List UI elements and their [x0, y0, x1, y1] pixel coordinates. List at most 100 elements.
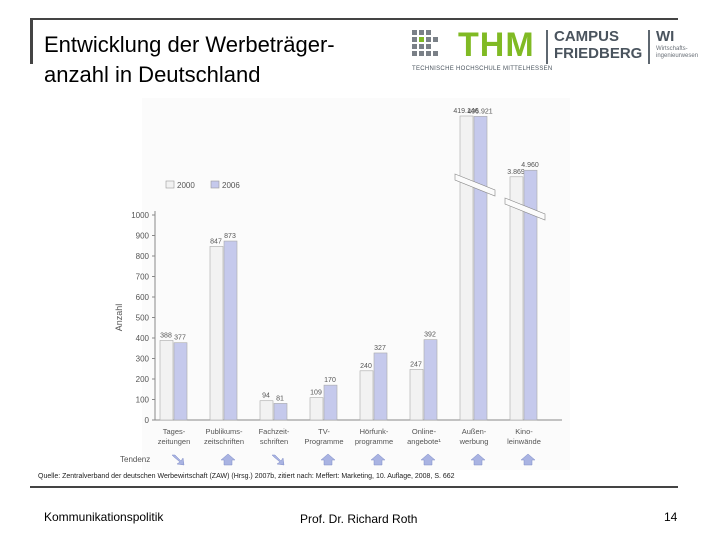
y-tick-label: 800: [136, 252, 150, 261]
legend-label: 2000: [177, 181, 195, 190]
y-tick-label: 1000: [131, 211, 149, 220]
category-label: leinwände: [507, 437, 541, 446]
bar-value-label: 247: [410, 361, 422, 368]
bar-chart-svg: 0 100 200 300 400 500 600 700 800 900 1000 Anzahl 20…: [114, 98, 570, 470]
category-label: Fachzeit-: [259, 427, 290, 436]
bar-value-label: 388: [160, 332, 172, 339]
bar-value-label: 94: [262, 393, 270, 400]
category-label: Außen-: [462, 427, 487, 436]
logo-department-sub: Wirtschafts- ingenieurwesen: [656, 46, 698, 60]
logo-divider-2: [648, 30, 650, 64]
category-label: Online-: [412, 427, 437, 436]
trend-up-arrow-icon: [220, 453, 236, 466]
logo-campus: CAMPUS FRIEDBERG: [554, 28, 642, 62]
logo-campus-line1: CAMPUS: [554, 28, 620, 45]
legend-swatch: [210, 180, 220, 189]
bar-value-label: 170: [324, 377, 336, 384]
slide-title-line1: Entwicklung der Werbeträger-: [44, 32, 335, 57]
bar-2000: [159, 340, 174, 421]
y-tick-label: 400: [136, 334, 150, 343]
bar-2000: [209, 246, 224, 421]
bar-2006: [223, 240, 238, 421]
chart-background: [142, 98, 570, 470]
trend-up-arrow-icon: [420, 453, 436, 466]
logo-department: WI: [656, 28, 675, 45]
bar-value-label: 3.869: [507, 169, 525, 176]
bar-2006: [323, 384, 338, 421]
category-label: programme: [355, 437, 393, 446]
title-bracket-horizontal: [30, 18, 678, 20]
logo-campus-line2: FRIEDBERG: [554, 45, 643, 62]
source-note: Quelle: Zentralverband der deutschen Wer…: [38, 473, 455, 480]
bar-value-label: 419.146: [453, 108, 478, 115]
trend-up-arrow-icon: [470, 453, 486, 466]
axis-break-mark: [504, 197, 546, 221]
category-label: zeitschriften: [204, 437, 244, 446]
bar-value-label: 240: [360, 363, 372, 370]
bar-2006: [523, 169, 538, 421]
university-logo: THM CAMPUS FRIEDBERG WI Wirtschafts- ing…: [412, 26, 698, 78]
category-label: angebote¹: [407, 437, 441, 446]
bar-value-label: 377: [174, 335, 186, 342]
bar-2006: [423, 339, 438, 421]
trend-up-arrow-icon: [370, 453, 386, 466]
y-tick-label: 0: [145, 416, 150, 425]
bar-2006: [473, 115, 488, 421]
trend-up-arrow-icon: [520, 453, 536, 466]
trend-down-arrow-icon: [171, 454, 185, 466]
logo-dot-grid-icon: [412, 30, 440, 62]
logo-department-sub-line1: Wirtschafts-: [656, 46, 688, 52]
bar-value-label: 327: [374, 345, 386, 352]
bar-2006: [373, 352, 388, 421]
title-bracket-vertical: [30, 18, 33, 64]
bar-value-label: 109: [310, 390, 322, 397]
bar-value-label: 4.960: [521, 162, 539, 169]
bar-value-label: 873: [224, 233, 236, 240]
trend-down-arrow-icon: [271, 454, 285, 466]
footer-author: Prof. Dr. Richard Roth: [300, 512, 418, 526]
page-number: 14: [664, 510, 678, 524]
slide-title: Entwicklung der Werbeträger- anzahl in D…: [44, 30, 335, 90]
bar-2000: [309, 397, 324, 421]
y-axis-label: Anzahl: [114, 304, 124, 332]
y-tick-label: 600: [136, 293, 150, 302]
legend-label: 2006: [222, 181, 240, 190]
bar-value-label: 392: [424, 332, 436, 339]
trend-up-arrow-icon: [320, 453, 336, 466]
logo-department-sub-line2: ingenieurwesen: [656, 53, 699, 59]
category-label: zeitungen: [158, 437, 191, 446]
slide-title-line2: anzahl in Deutschland: [44, 62, 261, 87]
category-label: Hörfunk-: [360, 427, 389, 436]
bar-value-label: 81: [276, 395, 284, 402]
bar-2006: [173, 342, 188, 421]
bar-value-label: 406.921: [467, 108, 492, 115]
y-tick-label: 900: [136, 232, 150, 241]
category-label: Kino-: [515, 427, 533, 436]
bar-2000: [509, 176, 524, 421]
bar-chart: 0 100 200 300 400 500 600 700 800 900 1000 Anzahl 20…: [100, 98, 570, 470]
bar-value-label: 847: [210, 238, 222, 245]
logo-university-name: TECHNISCHE HOCHSCHULE MITTELHESSEN: [412, 66, 553, 72]
axis-break-mark: [454, 173, 496, 197]
bar-2000: [409, 369, 424, 421]
category-label: werbung: [459, 437, 489, 446]
legend-swatch: [165, 180, 175, 189]
category-label: TV-: [318, 427, 330, 436]
logo-brand: THM: [458, 26, 535, 64]
y-tick-label: 700: [136, 273, 150, 282]
logo-divider: [546, 30, 548, 64]
trend-label: Tendenz: [120, 455, 150, 464]
category-label: schriften: [260, 437, 288, 446]
bar-2000: [259, 400, 274, 421]
bar-2000: [359, 370, 374, 421]
y-tick-label: 100: [136, 396, 150, 405]
bar-2006: [273, 403, 288, 421]
footer-rule: [30, 486, 678, 488]
footer-course: Kommunikationspolitik: [44, 510, 164, 524]
category-label: Programme: [304, 437, 343, 446]
y-tick-label: 200: [136, 375, 150, 384]
category-label: Tages-: [163, 427, 186, 436]
bar-2000: [459, 115, 474, 421]
y-tick-label: 300: [136, 355, 150, 364]
y-tick-label: 500: [136, 314, 150, 323]
